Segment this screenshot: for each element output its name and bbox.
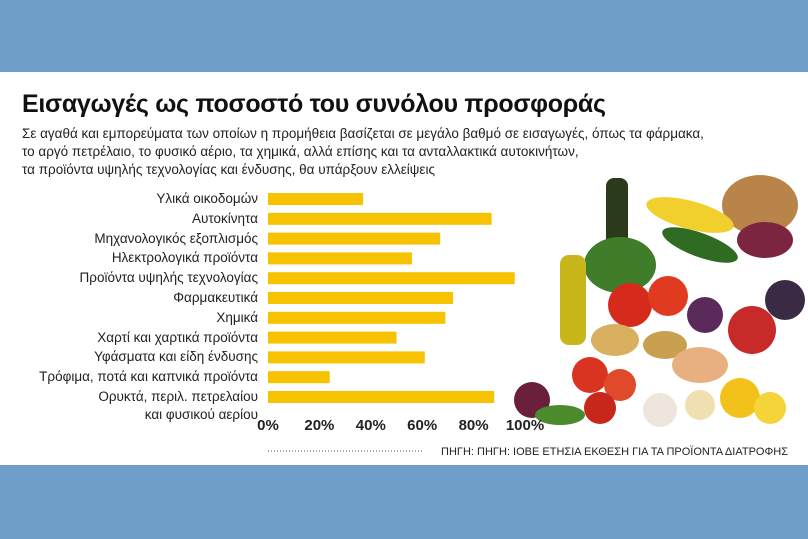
x-tick-label: 0% [257,417,279,434]
category-label: Φαρμακευτικά [173,290,258,305]
bar [268,292,454,304]
x-tick-label: 60% [407,417,437,434]
category-label: Αυτοκίνητα [192,210,258,226]
category-label: Υφάσματα και είδη ένδυσης [94,349,258,365]
subtitle-line: Σε αγαθά και εμπορεύματα των οποίων η πρ… [22,126,704,141]
bar [268,272,515,285]
category-label: Ηλεκτρολογικά προϊόντα [111,250,258,266]
bar [268,232,441,245]
bar [268,193,364,205]
chart-title: Εισαγωγές ως ποσοστό του συνόλου προσφορ… [22,90,606,118]
bar [268,252,412,265]
source: ΠΗΓΗ: ΠΗΓΗ: ΙΟΒΕ ΕΤΗΣΙΑ ΕΚΘΕΣΗ ΓΙΑ ΤΑ ΠΡ… [441,446,788,458]
x-tick-label: 100% [506,417,544,434]
x-tick-label: 80% [459,417,489,434]
bar [268,371,330,384]
bar [268,391,495,403]
subtitle-line: τα προϊόντα υψηλής τεχνολογίας και ένδυσ… [22,162,435,177]
subtitle-line: το αργό πετρέλαιο, το φυσικό αέριο, τα χ… [22,144,579,159]
bar [268,351,425,364]
category-label: Προϊόντα υψηλής τεχνολογίας [79,270,258,286]
category-label: Χημικά [216,309,258,325]
category-label: Χαρτί και χαρτικά προϊόντα [97,329,258,345]
bar [268,212,492,225]
category-label: Ορυκτά, περιλ. πετρελαίου και φυσικού αε… [98,389,258,422]
category-label: Υλικά οικοδομών [156,191,258,206]
x-tick-label: 40% [356,417,386,434]
food-illustration [514,175,805,427]
x-tick-label: 20% [304,417,334,434]
bar [268,311,446,324]
bar [268,331,397,344]
category-label: Μηχανολογικός εξοπλισμός [94,230,258,246]
category-label: Τρόφιμα, ποτά και καπνικά προϊόντα [39,369,258,385]
